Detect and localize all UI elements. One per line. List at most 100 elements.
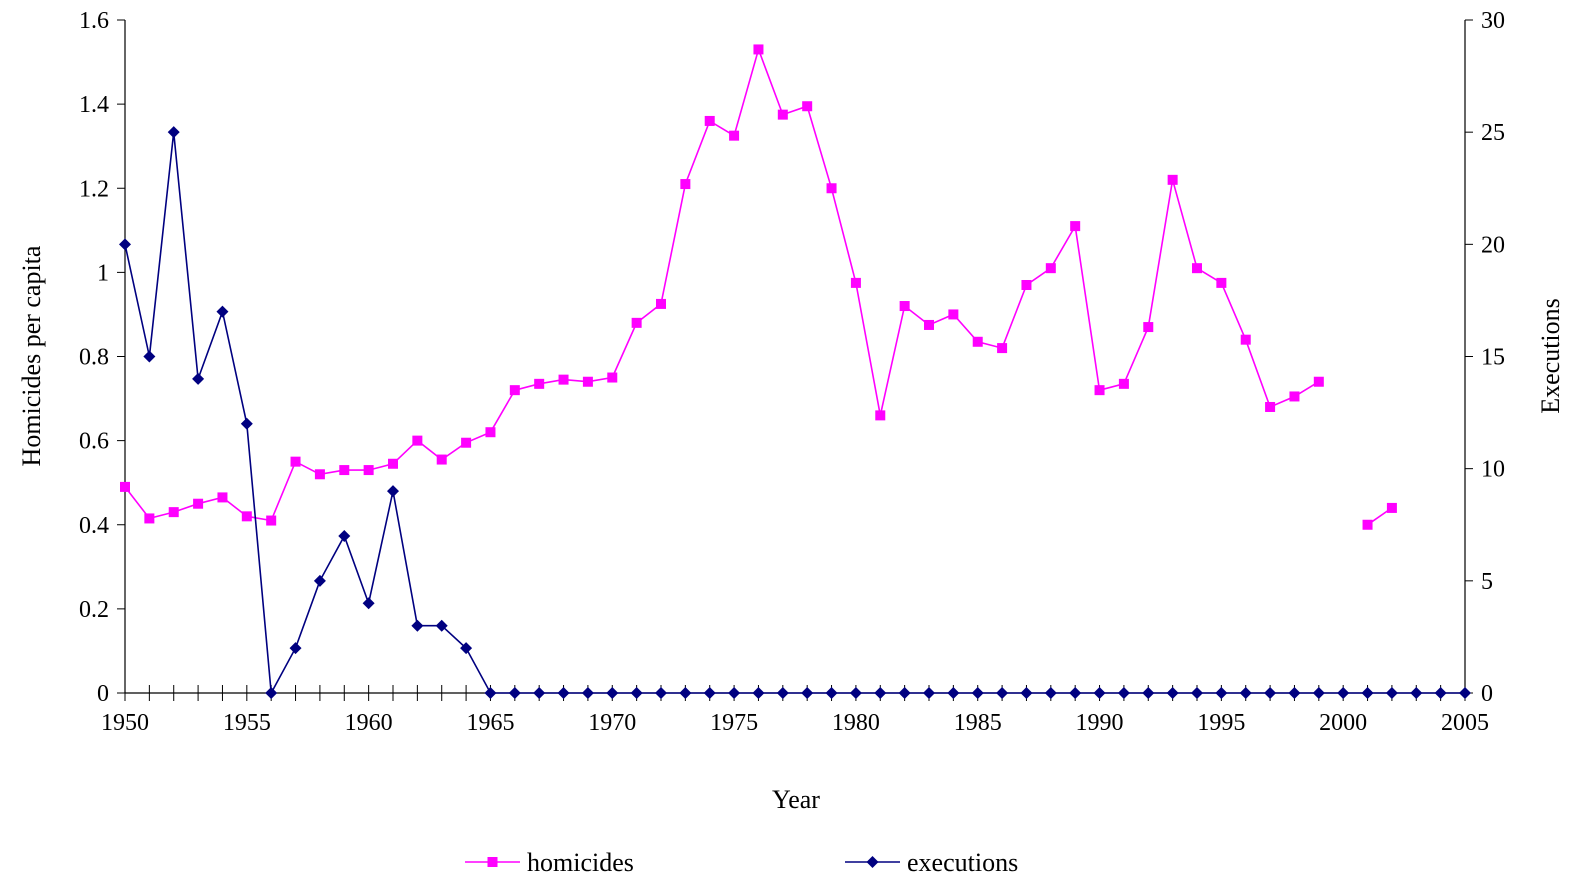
homicides-point: [704, 115, 715, 126]
executions-line: [124, 132, 1465, 696]
x-tick-label: 1965: [466, 710, 514, 736]
executions-point: [557, 687, 570, 699]
y2-tick-label: 5: [1481, 569, 1493, 595]
executions-point: [776, 687, 789, 699]
homicides-point: [290, 456, 301, 467]
executions-point: [1264, 687, 1277, 699]
executions-point: [923, 687, 935, 699]
executions-point: [630, 687, 643, 699]
executions-point: [1117, 687, 1130, 699]
executions-point: [1166, 687, 1179, 699]
chart-axis-titles: Year Homicides per capita Executions: [17, 245, 1565, 814]
x-tick-label: 1960: [345, 710, 393, 736]
homicides-point: [217, 492, 228, 503]
homicides-point: [193, 498, 204, 509]
executions-point: [387, 485, 399, 498]
legend: homicides executions: [465, 848, 1018, 877]
homicides-point: [1386, 502, 1397, 513]
executions-point: [1361, 687, 1374, 699]
y-tick-label: 0: [97, 681, 109, 707]
y2-tick-label: 25: [1481, 120, 1505, 146]
homicides-point: [777, 109, 788, 120]
homicides-point: [607, 372, 618, 383]
homicides-point: [753, 44, 764, 55]
executions-point: [167, 126, 180, 139]
homicides-point: [509, 385, 520, 396]
homicides-point: [1240, 334, 1251, 345]
x-tick-label: 1995: [1197, 710, 1245, 736]
homicides-point: [1313, 376, 1324, 387]
executions-point: [1142, 687, 1155, 699]
y-tick-label: 0.2: [79, 597, 109, 623]
executions-point: [728, 687, 741, 699]
executions-point: [703, 687, 716, 699]
y2-axis-title: Executions: [1536, 298, 1565, 414]
x-tick-label: 1950: [101, 710, 149, 736]
y-tick-label: 0.8: [79, 345, 109, 371]
homicides-point: [826, 183, 837, 194]
homicides-point: [436, 454, 447, 465]
homicides-point: [899, 301, 910, 312]
homicides-point: [1216, 277, 1227, 288]
executions-point: [801, 687, 814, 699]
homicides-point: [485, 427, 496, 438]
executions-point: [460, 642, 473, 655]
executions-point: [1215, 687, 1228, 699]
y-tick-label: 0.4: [79, 513, 109, 539]
legend-item-homicides: homicides: [465, 848, 634, 877]
executions-point: [1434, 687, 1447, 699]
executions-point: [655, 687, 667, 699]
homicides-point: [1289, 391, 1300, 402]
y2-tick-label: 15: [1481, 345, 1505, 371]
executions-point: [1069, 687, 1082, 699]
legend-item-executions: executions: [845, 848, 1018, 877]
homicides-point: [461, 437, 472, 448]
homicides-point: [339, 465, 350, 476]
x-tick-label: 1980: [832, 710, 880, 736]
executions-point: [1093, 687, 1106, 699]
executions-point: [240, 417, 253, 430]
executions-point: [435, 619, 448, 632]
homicides-point: [144, 513, 155, 524]
executions-point: [313, 574, 326, 587]
homicides-point: [1045, 263, 1056, 274]
executions-point: [825, 687, 838, 699]
chart-axes: 0 0.2 0.4 0.6 0.8 1 1.2 1.4 1.6 0 5 10 15 20 25 30 1950 1…: [79, 8, 1505, 736]
legend-label: homicides: [527, 848, 634, 877]
x-tick-label: 1975: [710, 710, 758, 736]
executions-point: [143, 350, 156, 363]
executions-point: [752, 687, 765, 699]
homicides-point: [168, 507, 179, 518]
executions-point: [1044, 687, 1057, 699]
homicides-point: [412, 435, 423, 446]
homicides-point: [656, 298, 666, 309]
executions-point: [606, 687, 619, 699]
homicides-point: [534, 378, 545, 389]
executions-point: [874, 687, 887, 699]
y2-tick-label: 0: [1481, 681, 1493, 707]
homicides-point: [972, 336, 983, 347]
x-tick-label: 1990: [1076, 710, 1124, 736]
y-tick-label: 1: [97, 260, 109, 286]
executions-point: [581, 687, 594, 699]
homicides-point: [1118, 378, 1129, 389]
y-tick-label: 1.6: [79, 8, 109, 34]
homicides-point: [948, 309, 959, 320]
executions-point: [1459, 687, 1471, 699]
executions-point: [216, 305, 229, 318]
executions-point: [898, 687, 911, 699]
executions-point: [533, 687, 546, 699]
homicides-point: [241, 511, 252, 522]
y-tick-label: 0.6: [79, 429, 109, 455]
executions-point: [996, 687, 1009, 699]
executions-point: [947, 687, 960, 699]
homicides-point: [850, 277, 861, 288]
executions-point: [192, 372, 205, 385]
homicides-point: [924, 319, 934, 330]
homicides-point: [1143, 322, 1154, 333]
homicides-point: [631, 317, 642, 328]
executions-point: [411, 619, 424, 632]
homicides-point: [1021, 279, 1032, 290]
executions-point: [119, 238, 131, 251]
